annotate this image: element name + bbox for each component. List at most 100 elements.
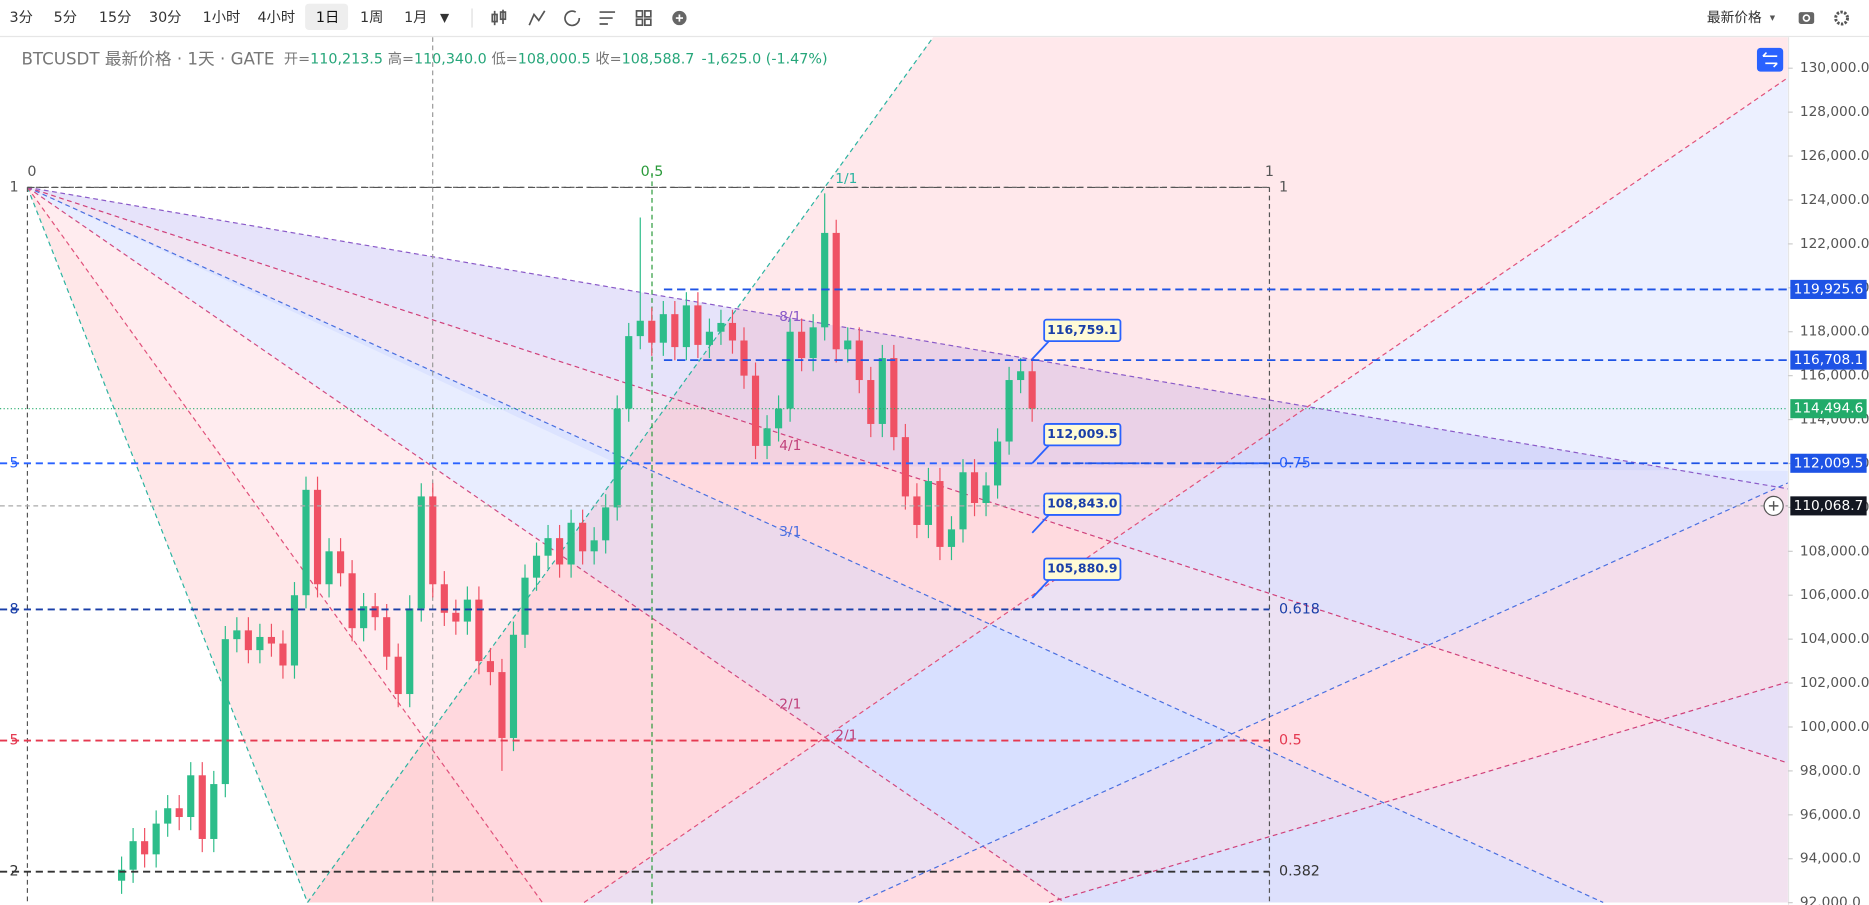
screenshot-icon[interactable] [1798,12,1815,24]
interval-button[interactable]: 4小时 [257,9,295,26]
y-tick-label: 128,000.0 [1800,104,1869,120]
gann-label: 3/1 [779,524,801,540]
price-badge-label: 112,009.5 [1794,455,1864,471]
gann-label: 4/1 [779,438,801,454]
toolbar: ▼ ▾ 3分 5分 15分 30分 1小时 4小时 1日 1周 1月 最新价格 [0,3,1869,72]
candle-body [1017,371,1025,381]
callout-pointer [1031,514,1050,534]
candle-body [613,408,621,508]
candle-body [844,340,852,350]
candle-body [302,489,310,596]
y-tick-label: 122,000.0 [1800,236,1869,252]
interval-button[interactable]: 15分 [99,9,132,26]
change: -1,625.0 (-1.47%) [702,52,828,68]
price-type-arrow[interactable]: ▾ [1770,11,1776,24]
interval-button[interactable]: 1周 [360,10,383,26]
candle-body [440,584,448,613]
interval-button[interactable]: 1日 [316,10,339,26]
edge-label: 1 [10,179,19,195]
interval-button[interactable]: 1小时 [203,9,241,26]
edge-label: 5 [10,455,19,471]
candle-body [867,380,875,424]
candle-body [682,305,690,348]
overlay: BTCUSDT 最新价格 · 1天 · GATE 开=110,213.5 高=110… [0,49,1788,880]
candle-body [648,320,656,343]
interval-dropdown[interactable]: ▼ [440,11,450,25]
candle-body [233,630,241,640]
candle-body [717,322,725,332]
candle-body [855,340,863,381]
ohlc-key: 开= [284,52,310,68]
candle-body [579,522,587,552]
candles [118,193,1036,894]
price-badge-label: 119,925.6 [1794,281,1864,297]
candle-body [175,808,183,818]
candle-body [475,599,483,662]
indicator-icon[interactable] [528,10,546,26]
candle-body [763,428,771,446]
time-fib-label: 1 [1265,164,1274,180]
price-type-selector[interactable]: 最新价格 [1707,10,1762,26]
candle-body [210,784,218,839]
candle-body [705,331,713,345]
ohlc-value: 108,000.5 [518,52,591,68]
candle-body [452,612,460,622]
chart-toggle-button[interactable] [1756,47,1784,72]
candle-body [970,472,979,504]
price-badge [1790,350,1867,370]
callout-pointer [1031,579,1050,599]
candle-body [625,336,633,409]
candle-body [532,555,541,578]
template-icon[interactable] [599,11,616,25]
candle-body [936,481,944,547]
candle-body [256,636,264,651]
edge-label: 5 [10,733,19,749]
interval-button[interactable]: 5分 [54,9,77,26]
candle-type-icon[interactable] [491,9,507,26]
y-tick-label: 104,000.0 [1800,631,1869,647]
ohlc-value: 108,588.7 [622,52,695,68]
candle-body [901,437,909,497]
candle-body [429,496,437,585]
crosshair-badge [1790,496,1867,516]
candle-body [486,661,494,673]
time-fib-label: 0.5 [641,164,664,180]
interval-button[interactable]: 1月 [404,10,427,26]
callout-pointer [1031,340,1050,360]
candle-body [267,636,275,644]
candle-body [509,634,518,738]
gann-label: 1/1 [835,171,857,187]
y-tick-label: 118,000.0 [1800,324,1869,340]
candle-body [337,551,345,574]
layout-icon[interactable] [635,10,652,27]
ohlc-value: 110,213.5 [310,52,383,68]
candle-body [360,606,368,629]
candle-body [728,322,737,341]
replay-icon[interactable] [564,10,581,27]
interval-button[interactable]: 30分 [149,9,182,26]
fib-level-label: 0.75 [1279,455,1311,471]
candle-body [671,314,679,348]
candle-body [1028,371,1036,409]
candle-body [556,538,564,565]
candle-body [982,485,990,504]
candle-body [786,331,794,409]
candle-body [751,375,760,446]
y-tick-label: 126,000.0 [1800,148,1869,164]
y-tick-label: 98,000.0 [1800,763,1861,779]
y-tick-label: 130,000.0 [1800,60,1869,76]
y-tick-label: 106,000.0 [1800,587,1869,603]
callout-box [1043,423,1122,447]
candle-body [348,573,356,629]
price-axis: 130,000.0 128,000.0 126,000.0 124,000.0 122,… [1787,37,1869,905]
candle-body [959,472,967,530]
callout-label: 112,009.5 [1047,426,1117,441]
y-tick-label: 108,000.0 [1800,543,1869,559]
candle-body [164,808,172,824]
settings-icon[interactable] [1834,10,1850,26]
callout-box [1043,492,1122,516]
interval-button[interactable]: 3分 [10,9,33,26]
candle-body [371,606,379,618]
